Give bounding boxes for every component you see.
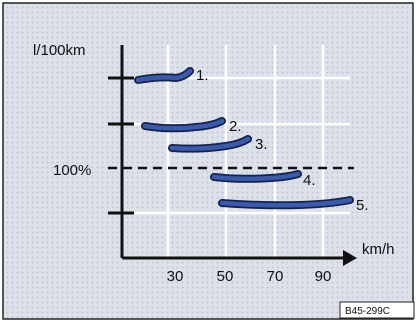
- curve-label-3: 3.: [255, 136, 268, 153]
- y-axis-label: l/100km: [33, 42, 86, 59]
- curve-label-4: 4.: [303, 172, 316, 189]
- x-tick-label: 70: [267, 268, 284, 285]
- reference-line-label: 100%: [53, 162, 91, 179]
- figure-code: B45-299C: [345, 306, 390, 317]
- x-tick-label: 50: [217, 268, 234, 285]
- x-axis-label: km/h: [362, 241, 395, 258]
- curve-label-2: 2.: [229, 118, 242, 135]
- x-tick-label: 30: [167, 268, 184, 285]
- x-tick-label: 90: [315, 268, 332, 285]
- curve-label-5: 5.: [356, 197, 369, 214]
- consumption-curve-4: [214, 174, 298, 179]
- curve-label-1: 1.: [196, 67, 209, 84]
